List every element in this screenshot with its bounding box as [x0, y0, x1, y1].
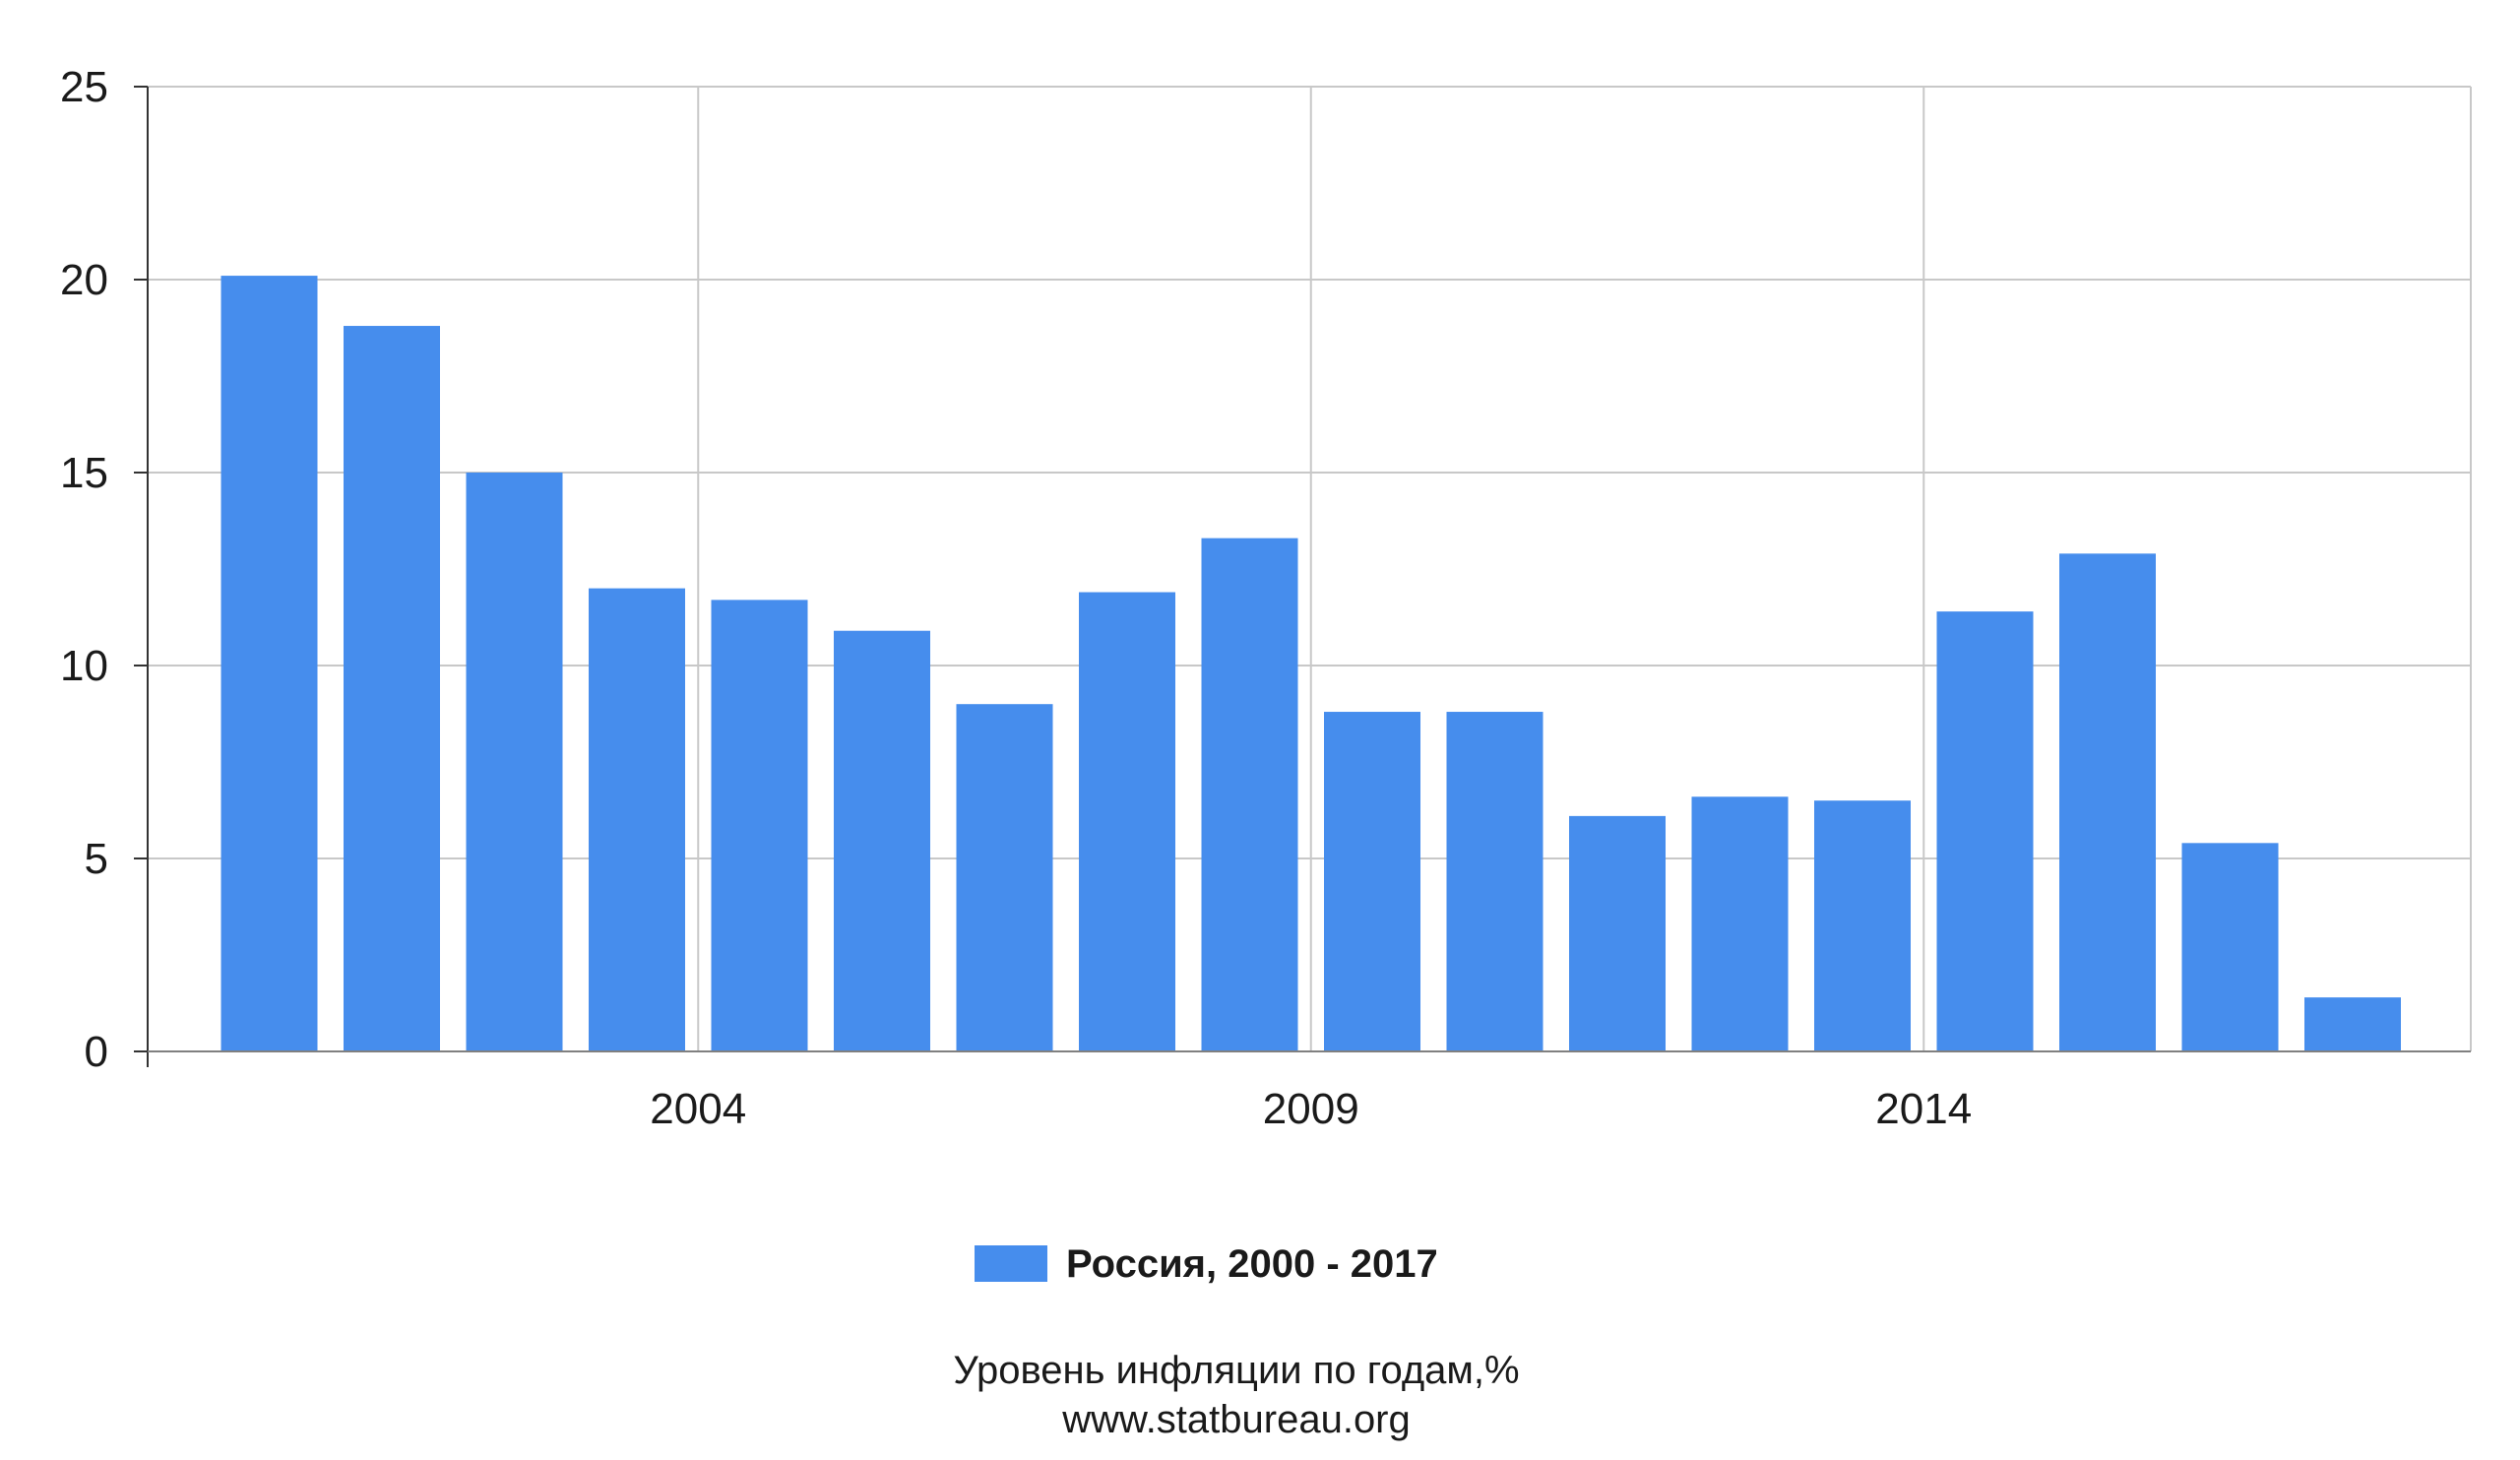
bars: [220, 276, 2401, 1052]
bar-2010: [1446, 712, 1544, 1051]
x-tick-label: 2014: [1875, 1085, 1972, 1133]
bar-2001: [344, 326, 440, 1051]
y-tick-label: 20: [60, 256, 108, 304]
bar-2015: [2059, 553, 2156, 1051]
x-tick-labels: 2004 2009 2014: [650, 1085, 1972, 1133]
bar-2016: [2181, 843, 2279, 1051]
caption-title: Уровень инфляции по годам,%: [953, 1349, 1519, 1392]
bar-2017: [2304, 997, 2401, 1051]
bar-2012: [1691, 796, 1789, 1051]
bar-2009: [1324, 712, 1420, 1051]
bar-2006: [956, 704, 1053, 1051]
y-tick-label: 5: [85, 835, 108, 883]
y-tick-label: 10: [60, 642, 108, 690]
x-tick-label: 2004: [650, 1085, 746, 1133]
bar-2008: [1201, 538, 1298, 1051]
y-tick-label: 25: [60, 63, 108, 111]
bar-2011: [1569, 815, 1666, 1051]
bar-2007: [1079, 592, 1175, 1051]
y-tick-labels: 0 5 10 15 20 25: [60, 63, 108, 1076]
y-tick-label: 0: [85, 1028, 108, 1076]
bar-2004: [711, 600, 808, 1051]
y-tick-label: 15: [60, 449, 108, 497]
bar-2000: [220, 276, 318, 1052]
caption: Уровень инфляции по годам,% www.statbure…: [953, 1349, 1519, 1441]
legend-swatch: [975, 1245, 1047, 1282]
legend-label: Россия, 2000 - 2017: [1066, 1242, 1438, 1286]
bar-2003: [589, 588, 685, 1051]
caption-source: www.statbureau.org: [1061, 1398, 1411, 1441]
bar-2005: [834, 630, 930, 1051]
legend: Россия, 2000 - 2017: [975, 1242, 1438, 1286]
bar-2002: [466, 473, 563, 1051]
bar-2014: [1936, 611, 2034, 1051]
axes: [134, 86, 2471, 1067]
bar-2013: [1814, 800, 1911, 1051]
x-tick-label: 2009: [1263, 1085, 1359, 1133]
